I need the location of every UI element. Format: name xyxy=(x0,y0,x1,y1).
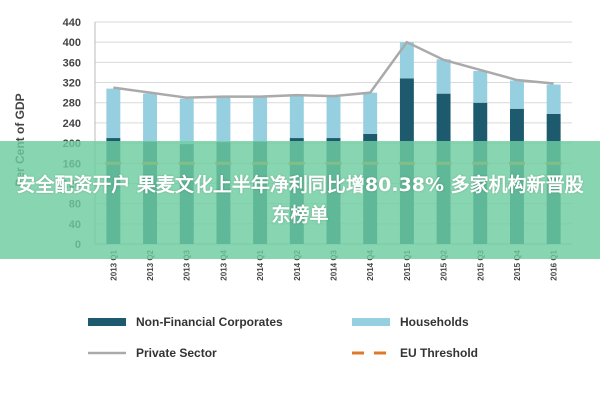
y-tick-label: 280 xyxy=(63,98,81,110)
legend-label: Non-Financial Corporates xyxy=(136,315,283,329)
bar-households xyxy=(399,42,414,79)
x-tick-label: 2014 Q1 xyxy=(256,249,265,280)
bar-households xyxy=(216,96,231,143)
bar-households xyxy=(546,84,561,114)
y-tick-label: 240 xyxy=(63,118,81,130)
x-tick-label: 2013 Q3 xyxy=(183,249,192,280)
x-axis-ticks: 2013 Q1 2013 Q2 2013 Q3 2013 Q4 2014 Q1 2014 … xyxy=(109,249,558,280)
legend-label: Private Sector xyxy=(136,346,217,360)
x-tick-label: 2014 Q2 xyxy=(293,249,302,280)
x-tick-label: 2016 Q1 xyxy=(550,249,559,280)
bar-households xyxy=(363,92,378,135)
bar-households xyxy=(179,98,194,145)
bar-households xyxy=(473,70,488,103)
y-tick-label: 440 xyxy=(63,17,81,29)
x-tick-label: 2014 Q3 xyxy=(330,249,339,280)
legend: Non-Financial Corporates Households Privat… xyxy=(88,315,478,360)
bar-households xyxy=(106,88,121,139)
overlay-banner[interactable]: 安全配资开户 果麦文化上半年净利同比增80.38% 多家机构新晋股东榜单 xyxy=(0,141,600,259)
bar-households xyxy=(326,96,341,139)
x-tick-label: 2015 Q4 xyxy=(513,249,522,280)
bar-households xyxy=(143,93,158,142)
banner-text[interactable]: 安全配资开户 果麦文化上半年净利同比增80.38% 多家机构新晋股东榜单 xyxy=(16,174,584,226)
legend-label: EU Threshold xyxy=(400,346,478,360)
x-tick-label: 2013 Q4 xyxy=(219,249,228,280)
bar-households xyxy=(253,97,268,142)
y-tick-label: 320 xyxy=(63,78,81,90)
x-tick-label: 2014 Q4 xyxy=(366,249,375,280)
x-tick-label: 2015 Q2 xyxy=(440,249,449,280)
legend-label: Households xyxy=(400,315,469,329)
bar-households xyxy=(509,80,524,109)
bar-households xyxy=(289,95,304,139)
y-tick-label: 400 xyxy=(63,37,81,49)
legend-swatch xyxy=(88,318,126,326)
legend-swatch xyxy=(352,318,390,326)
bar-households xyxy=(436,59,451,94)
x-tick-label: 2015 Q3 xyxy=(476,249,485,280)
private-sector-line xyxy=(113,40,554,99)
y-tick-label: 360 xyxy=(63,57,81,69)
x-tick-label: 2015 Q1 xyxy=(403,249,412,280)
x-tick-label: 2013 Q1 xyxy=(109,249,118,280)
x-tick-label: 2013 Q2 xyxy=(146,249,155,280)
